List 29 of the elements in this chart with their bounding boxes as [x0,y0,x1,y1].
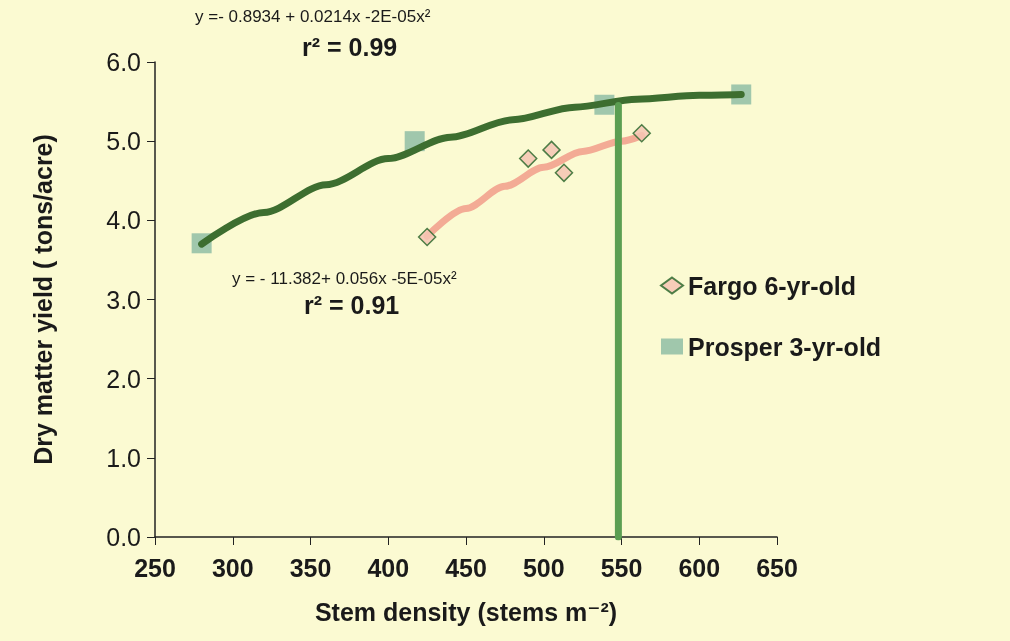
text: r² = 0.99 [302,32,398,61]
y-tick-label: 5.0 [106,127,141,156]
point [518,149,538,168]
y-tick-label: 2.0 [106,364,141,393]
legend-label: Fargo 6-yr-old [688,271,857,300]
x-axis-title: Stem density (stems m⁻²) [314,597,618,626]
x-tick-label: 350 [289,553,332,582]
point [554,163,574,183]
y-tick-label: 4.0 [106,206,141,235]
text: y =- 0.8934 + 0.0214x -2E-05x² [195,7,431,26]
x-tick-label: 450 [445,553,487,582]
y-tick-label: 6.0 [106,48,141,76]
x-tick-label: 550 [600,553,643,582]
legend-label: Prosper 3-yr-old [688,332,882,361]
y-axis-title: Dry matter yield ( tons/acre) [28,134,57,465]
point [632,124,651,143]
x-tick-label: 300 [211,553,254,582]
point [417,227,437,247]
y-tick-label: 0.0 [106,523,141,551]
annotation: y = - 11.382+ 0.056x -5E-05x² [232,269,457,288]
x-tick-label: 650 [756,553,798,582]
point [542,140,561,160]
x-tick-label: 600 [678,553,721,582]
x-tick-label: 400 [367,553,410,582]
x-tick-label: 500 [522,553,565,582]
y-tick-label: 3.0 [106,285,141,314]
y-tick-label: 1.0 [106,443,141,472]
annotation: r² = 0.91 [304,290,400,319]
x-tick-label: 250 [134,553,176,582]
